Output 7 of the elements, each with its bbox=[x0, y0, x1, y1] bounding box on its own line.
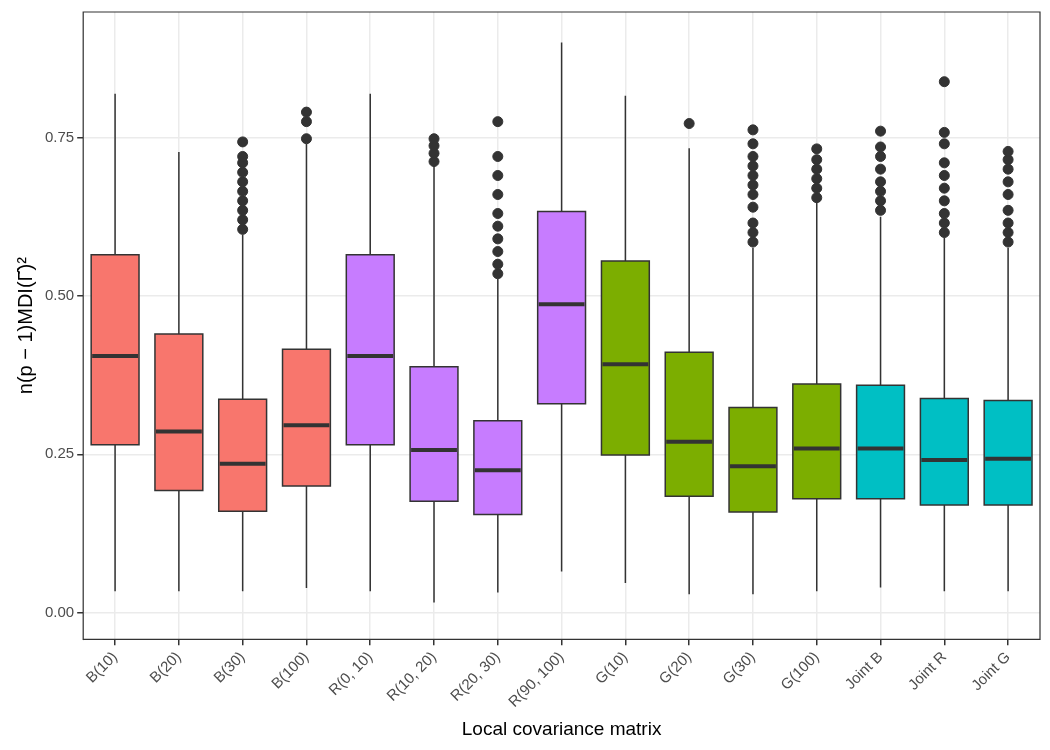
y-tick-label: 0.50 bbox=[44, 286, 75, 304]
y-tick-label: 0.75 bbox=[44, 127, 75, 145]
y-axis-title: n(p − 1)MDI(Γ̂)² bbox=[13, 256, 36, 395]
x-tick-label: R(0, 10) bbox=[324, 647, 376, 699]
y-tick-label: 0.00 bbox=[44, 602, 75, 620]
y-tick-label: 0.25 bbox=[44, 444, 75, 462]
x-axis-title: Local covariance matrix bbox=[461, 717, 662, 739]
